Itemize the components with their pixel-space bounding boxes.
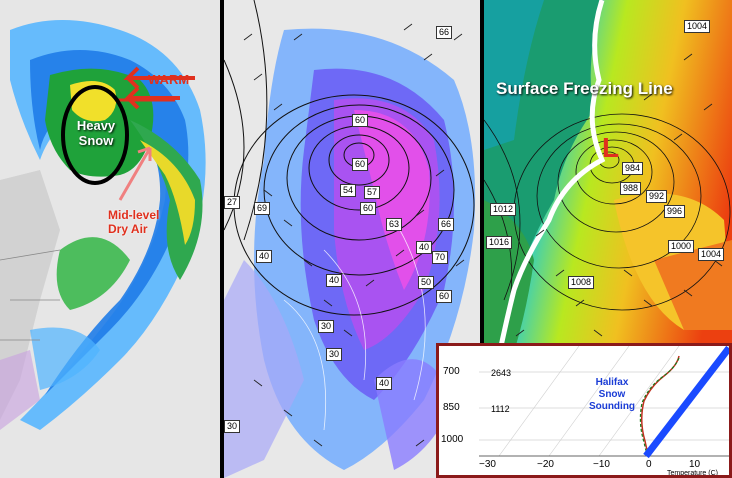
sounding-inset: 700 850 1000 2643 1112 Halifax Snow Soun… (436, 343, 732, 478)
contour-label: 30 (326, 348, 343, 361)
warm-label: WARM (148, 72, 190, 87)
isobar-label: 988 (620, 182, 642, 195)
x-tick: 10 (689, 459, 701, 470)
dry-air-label: Mid-level Dry Air (108, 208, 160, 236)
x-tick: −30 (479, 459, 496, 470)
sounding-title: Halifax Snow Sounding (588, 377, 636, 412)
freezing-line (484, 0, 606, 478)
x-tick: −20 (537, 459, 554, 470)
temperature-profile (641, 355, 680, 457)
isobar-label: 996 (664, 205, 686, 218)
contour-label: 69 (254, 202, 271, 215)
x-tick: 0 (646, 459, 652, 470)
height-label: 2643 (491, 368, 512, 378)
isobar-label: 1004 (698, 248, 725, 261)
precipitation-map (0, 0, 220, 478)
x-tick: −10 (593, 459, 610, 470)
isobar-label: 1008 (568, 276, 595, 289)
contour-label: 66 (438, 218, 455, 231)
isobar-label: 1000 (668, 240, 695, 253)
low-pressure-marker: L (602, 132, 620, 163)
contour-label: 40 (416, 241, 433, 254)
heavy-snow-ring (61, 85, 129, 185)
isobar-label: 1012 (490, 203, 517, 216)
contour-label: 60 (352, 158, 369, 171)
contour-label: 66 (436, 26, 453, 39)
contour-label: 57 (364, 186, 381, 199)
isobar-label: 1016 (486, 236, 513, 249)
precipitation-map-panel: WARM Heavy Snow Mid-level Dry Air (0, 0, 220, 478)
contour-label: 60 (360, 202, 377, 215)
height-label: 1112 (491, 404, 510, 414)
isobar-label: 984 (622, 162, 644, 175)
contour-label: 60 (352, 114, 369, 127)
contour-label: 30 (318, 320, 335, 333)
contour-label: 54 (340, 184, 357, 197)
freezing-line-label: Surface Freezing Line (496, 79, 673, 98)
contour-label: 30 (224, 420, 241, 433)
contour-label: 50 (418, 276, 435, 289)
contour-label: 40 (376, 377, 393, 390)
isobar-label: 1004 (684, 20, 711, 33)
wind-barbs (243, 23, 465, 447)
dry-air-arrow (118, 146, 152, 201)
skew-t-diagram (439, 346, 729, 475)
contour-label: 27 (224, 196, 241, 209)
pressure-label: 1000 (441, 434, 464, 445)
freezing-isotherm (643, 346, 729, 459)
contour-label: 70 (432, 251, 449, 264)
contour-label: 40 (256, 250, 273, 263)
dewpoint-profile (639, 357, 680, 457)
contour-label: 60 (436, 290, 453, 303)
contour-label: 40 (326, 274, 343, 287)
contour-label: 63 (386, 218, 403, 231)
isobar-label: 992 (646, 190, 668, 203)
pressure-label: 700 (443, 366, 460, 377)
x-axis-label: Temperature (C) (667, 470, 718, 477)
heavy-snow-label: Heavy Snow (76, 118, 116, 148)
pressure-label: 850 (443, 402, 460, 413)
warm-air-arrows (115, 66, 195, 110)
